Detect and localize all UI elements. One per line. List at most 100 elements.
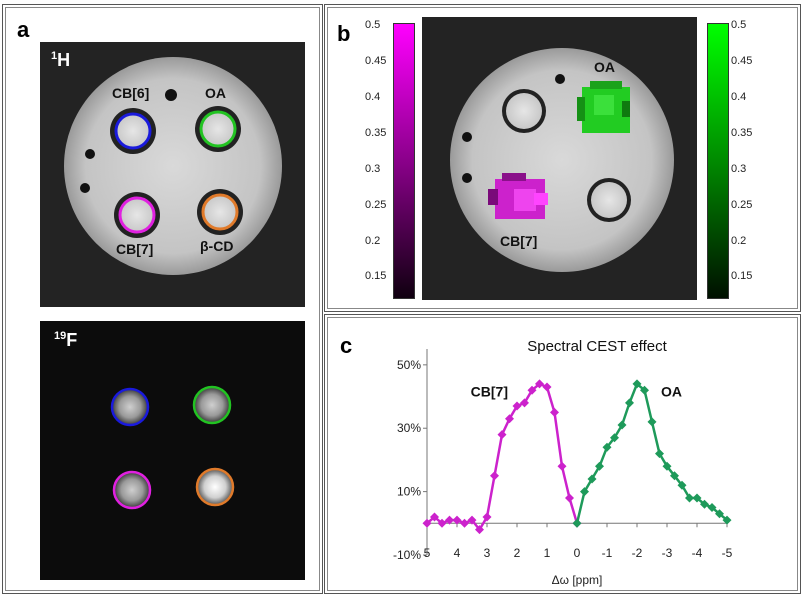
ring-oa	[199, 110, 237, 148]
data-point	[512, 401, 522, 411]
cbar-right-tick: 0.3	[731, 163, 747, 175]
cbar-left-tick: 0.15	[365, 270, 387, 282]
y-tick-label: 10%	[397, 485, 421, 499]
data-point	[692, 493, 702, 503]
data-point	[422, 518, 432, 528]
data-point	[520, 398, 529, 408]
proton-phantom	[64, 57, 282, 275]
cest-overlay-oa	[577, 81, 630, 133]
chart-title: Spectral CEST effect	[527, 338, 667, 355]
cest-label-oa: OA	[594, 59, 615, 75]
ring-bcd	[201, 193, 239, 231]
data-point	[467, 515, 477, 525]
data-point	[625, 398, 634, 408]
cbar-left-tick: 0.2	[365, 235, 381, 247]
annotation-cb7: CB[7]	[471, 384, 508, 400]
data-point	[580, 487, 589, 497]
data-point	[445, 515, 454, 525]
data-point	[505, 414, 514, 424]
data-point	[715, 509, 724, 519]
cbar-right-tick: 0.2	[731, 235, 747, 247]
cbar-right-tick: 0.15	[731, 270, 753, 282]
data-point	[587, 474, 597, 484]
series-line-cb7	[426, 382, 579, 532]
colorbar-magenta	[393, 23, 415, 299]
data-point	[632, 379, 642, 389]
x-axis-label: Δω [ppm]	[552, 573, 603, 587]
data-point	[670, 471, 679, 481]
tube-label-bcd: β-CD	[200, 238, 234, 254]
data-point	[655, 449, 664, 459]
x-tick-label: -3	[662, 546, 673, 560]
data-point	[700, 499, 709, 509]
annotation-oa: OA	[661, 384, 682, 400]
cbar-left-tick: 0.3	[365, 163, 381, 175]
air-bubble	[165, 89, 177, 101]
x-tick-label: 3	[484, 546, 491, 560]
data-point	[722, 515, 732, 525]
nucleus-label-19f: 19F	[54, 330, 78, 350]
data-point	[482, 512, 492, 522]
cbar-left-tick: 0.45	[365, 55, 387, 67]
f-ring-bcd	[195, 467, 235, 507]
y-tick-label: 30%	[397, 421, 421, 435]
data-point	[565, 493, 574, 503]
cbar-right-tick: 0.4	[731, 91, 747, 103]
air-bubble	[85, 149, 95, 159]
data-point	[475, 525, 484, 535]
proton-mri-image: 1H CB[6] OA CB[7] β-CD	[40, 42, 305, 307]
y-tick-label: 50%	[397, 358, 421, 372]
data-point	[685, 493, 694, 503]
cest-tube-cb6-inner	[506, 93, 542, 129]
data-point	[707, 502, 717, 512]
data-point	[452, 515, 462, 525]
cest-air-bubble	[555, 74, 565, 84]
x-tick-label: 0	[574, 546, 581, 560]
panel-a-label: a	[17, 17, 30, 42]
data-point	[542, 382, 552, 392]
data-point	[595, 461, 604, 471]
tube-label-cb6: CB[6]	[112, 85, 150, 101]
cbar-left-tick: 0.5	[365, 19, 381, 31]
cbar-left-tick: 0.25	[365, 199, 387, 211]
data-point	[527, 385, 537, 395]
data-point	[677, 480, 687, 490]
f-ring-oa	[192, 385, 232, 425]
panel-a-inner-border	[5, 7, 320, 591]
x-tick-label: 2	[514, 546, 521, 560]
data-point	[640, 385, 649, 395]
f-ring-cb7	[112, 470, 152, 510]
cest-chart: Spectral CEST effect 50% 30% 10% -10% 5 4 3 2 1 0 -…	[393, 338, 733, 587]
cest-phantom	[450, 48, 674, 272]
ring-cb7	[118, 196, 156, 234]
data-point	[550, 407, 559, 417]
data-point	[460, 518, 469, 528]
data-point	[497, 430, 507, 440]
cest-tube-bcd-inner	[591, 182, 627, 218]
x-tick-label: 1	[544, 546, 551, 560]
panel-b-label: b	[337, 21, 351, 46]
panel-c-inner-border	[327, 317, 798, 591]
fluorine-phantom	[110, 385, 235, 510]
cbar-left-tick: 0.4	[365, 91, 381, 103]
data-point	[535, 379, 544, 389]
cest-label-cb7: CB[7]	[500, 233, 538, 249]
panel-c: c Spectral CEST effect 50% 30% 10% -10% 5 4 3 2 1…	[324, 314, 801, 594]
f-ring-cb6	[110, 387, 150, 427]
x-tick-label: 5	[424, 546, 431, 560]
panel-b-inner-border	[327, 7, 798, 309]
data-point	[430, 512, 439, 522]
data-point	[602, 442, 612, 452]
tube-label-cb7: CB[7]	[116, 241, 154, 257]
nucleus-label-1h: 1H	[51, 50, 71, 70]
cbar-right-tick: 0.45	[731, 55, 753, 67]
data-point	[617, 420, 627, 430]
x-tick-label: -1	[602, 546, 613, 560]
x-tick-label: 4	[454, 546, 461, 560]
y-tick-label: -10%	[393, 548, 421, 562]
tube-label-oa: OA	[205, 85, 226, 101]
panel-c-label: c	[340, 333, 353, 358]
cbar-left-tick: 0.35	[365, 127, 387, 139]
cest-air-bubble	[462, 173, 472, 183]
cbar-right-tick: 0.35	[731, 127, 753, 139]
